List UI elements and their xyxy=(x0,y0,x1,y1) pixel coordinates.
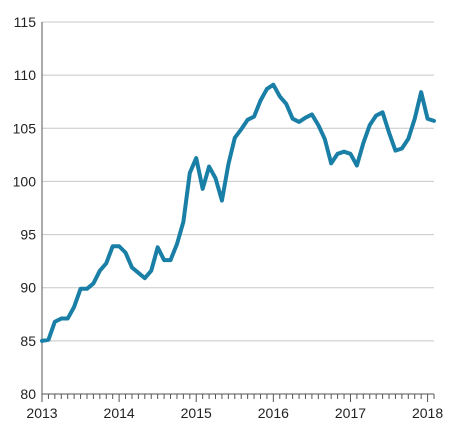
x-tick-label: 2013 xyxy=(26,405,57,421)
x-tick-label: 2015 xyxy=(181,405,212,421)
series-layer xyxy=(40,82,436,343)
y-tick-label: 85 xyxy=(20,333,36,349)
y-tick-label: 100 xyxy=(13,173,37,189)
gridlines xyxy=(42,21,434,342)
y-tick-label: 95 xyxy=(20,227,36,243)
x-tick-label: 2018 xyxy=(412,405,443,421)
y-tick-label: 115 xyxy=(14,14,37,30)
x-tick-label: 2017 xyxy=(335,405,366,421)
x-tick-label: 2014 xyxy=(104,405,135,421)
series-line xyxy=(40,82,436,343)
x-axis xyxy=(41,22,435,402)
x-tick-label: 2016 xyxy=(258,405,289,421)
x-tick-labels: 2013 2014 2015 2016 2017 2018 xyxy=(26,405,443,421)
y-tick-label: 110 xyxy=(14,67,37,83)
y-tick-label: 80 xyxy=(20,386,36,402)
y-tick-label: 105 xyxy=(13,120,37,136)
y-tick-labels: 80 85 90 95 100 105 110 115 xyxy=(13,14,37,402)
y-tick-label: 90 xyxy=(20,280,36,296)
